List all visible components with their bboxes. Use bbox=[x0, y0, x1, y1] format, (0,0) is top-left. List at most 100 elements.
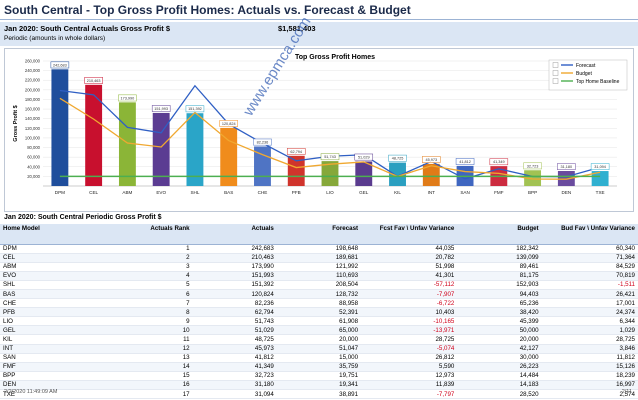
table-cell: 2 bbox=[108, 253, 193, 263]
table-cell: 20,000 bbox=[276, 334, 362, 345]
x-tick-label: DPM bbox=[55, 190, 65, 195]
column-header: Actuals bbox=[192, 224, 277, 245]
table-cell: 84,529 bbox=[541, 262, 638, 272]
table-row: INT 12 45,973 51,047 -5,074 42,127 3,846 bbox=[0, 344, 638, 354]
table-cell: 121,992 bbox=[276, 262, 362, 272]
table-cell: 48,725 bbox=[192, 334, 277, 345]
table-cell: 65,000 bbox=[276, 325, 362, 336]
column-header: Actuals Rank bbox=[108, 224, 193, 245]
data-label: 62,794 bbox=[290, 150, 302, 154]
table-cell: 44,035 bbox=[361, 244, 458, 254]
table-cell: 3,846 bbox=[541, 344, 638, 354]
y-tick-label: 80,000 bbox=[27, 145, 40, 150]
data-label: 82,236 bbox=[257, 140, 269, 144]
table-cell: 42,127 bbox=[457, 344, 542, 354]
data-label: 151,392 bbox=[188, 107, 202, 111]
table-row: CEL 2 210,463 189,681 20,782 139,099 71,364 bbox=[0, 253, 638, 263]
x-tick-label: LIO bbox=[326, 190, 334, 195]
legend-entry: Top Home Baseline bbox=[576, 79, 620, 85]
column-header: Home Model bbox=[0, 224, 109, 245]
table-cell: 65,236 bbox=[457, 298, 542, 309]
table-cell: 18,239 bbox=[541, 371, 638, 381]
table-cell: 173,990 bbox=[192, 262, 277, 272]
data-label-box bbox=[489, 158, 509, 166]
table-row: EVO 4 151,993 110,693 41,301 81,175 70,819 bbox=[0, 271, 638, 281]
table-cell: 152,903 bbox=[457, 280, 542, 290]
table-cell: 60,340 bbox=[541, 244, 638, 254]
y-tick-label: 40,000 bbox=[27, 164, 40, 169]
gross-profit-table: Home Model Actuals Rank Actuals Forecast Fcs… bbox=[0, 224, 638, 400]
table-cell: 35,759 bbox=[276, 362, 362, 372]
x-tick-label: DEN bbox=[562, 190, 572, 195]
data-label-box bbox=[151, 105, 171, 112]
column-header: Budget bbox=[457, 224, 542, 245]
data-label: 45,973 bbox=[425, 158, 437, 162]
table-cell: -5,074 bbox=[361, 344, 458, 354]
table-cell: -57,112 bbox=[361, 280, 458, 290]
data-label: 31,094 bbox=[594, 165, 606, 169]
table-cell: 5,590 bbox=[361, 362, 458, 372]
bar bbox=[524, 170, 542, 186]
table-cell: 51,743 bbox=[192, 316, 277, 327]
table-cell: 52,391 bbox=[276, 307, 362, 318]
table-cell: 208,504 bbox=[276, 280, 362, 290]
table-cell: 24,374 bbox=[541, 307, 638, 318]
table-cell: 81,175 bbox=[457, 271, 542, 281]
x-tick-label: GEL bbox=[359, 190, 369, 195]
table-row: CHE 7 82,236 88,958 -6,722 65,236 17,001 bbox=[0, 298, 638, 309]
table-cell: 28,520 bbox=[457, 389, 542, 400]
data-label-box bbox=[455, 158, 475, 165]
bar bbox=[186, 113, 204, 186]
table-cell: 30,000 bbox=[457, 353, 542, 363]
table-cell: 19,751 bbox=[276, 371, 362, 381]
data-label: 151,993 bbox=[154, 107, 168, 111]
table-cell: 19,341 bbox=[276, 380, 362, 391]
table-cell: 41,349 bbox=[192, 362, 277, 372]
legend-checkbox bbox=[552, 62, 559, 68]
table-cell: 41,812 bbox=[192, 353, 277, 363]
legend-checkbox bbox=[552, 78, 559, 84]
table-cell: -13,971 bbox=[361, 325, 458, 336]
x-tick-label: PFB bbox=[292, 190, 301, 195]
gross-profit-chart: Top Gross Profit Homes 20,000 40,000 60,000… bbox=[4, 48, 634, 212]
x-tick-label: ABM bbox=[122, 190, 132, 195]
data-label-box bbox=[286, 148, 306, 155]
table-row: LIO 9 51,743 61,908 -10,165 45,399 6,344 bbox=[0, 316, 638, 327]
footer-timestamp: 2/2/2020 11:49:09 AM bbox=[4, 389, 58, 395]
data-label: 41,812 bbox=[459, 160, 471, 164]
column-header: Forecast bbox=[276, 224, 362, 245]
x-tick-label: EVO bbox=[156, 190, 166, 195]
table-cell: LIO bbox=[0, 316, 109, 327]
data-label-box bbox=[84, 77, 103, 84]
y-axis-label: Gross Profit $ bbox=[13, 105, 19, 141]
table-cell: 15 bbox=[108, 371, 193, 381]
column-header: Fcst Fav \ Unfav Variance bbox=[361, 224, 458, 245]
table-cell: 110,693 bbox=[276, 271, 362, 281]
table-row: BAS 6 120,824 128,732 -7,907 94,403 26,421 bbox=[0, 289, 638, 300]
table-cell: 51,029 bbox=[192, 325, 277, 336]
table-cell: 4 bbox=[108, 271, 193, 281]
table-cell: 10,403 bbox=[361, 307, 458, 318]
data-label-box bbox=[388, 154, 407, 162]
x-tick-label: CEL bbox=[89, 190, 98, 195]
data-label: 48,725 bbox=[392, 157, 404, 161]
chart-title: Top Gross Profit Homes bbox=[295, 54, 375, 61]
table-cell: 51,998 bbox=[361, 262, 458, 272]
x-tick-label: INT bbox=[428, 190, 436, 195]
table-cell: 26,812 bbox=[361, 353, 458, 363]
table-cell: FMF bbox=[0, 362, 109, 372]
column-header: Bud Fav \ Unfav Variance bbox=[541, 224, 638, 245]
y-tick-label: 200,000 bbox=[25, 87, 41, 92]
data-label: 173,990 bbox=[121, 96, 135, 100]
table-cell: 41,301 bbox=[361, 271, 458, 281]
data-label-box bbox=[253, 138, 272, 146]
table-cell: 13 bbox=[108, 353, 193, 363]
x-tick-label: SAN bbox=[460, 190, 469, 195]
y-tick-label: 60,000 bbox=[27, 155, 40, 160]
data-label-box bbox=[557, 163, 576, 170]
table-cell: 12 bbox=[108, 344, 193, 354]
bar bbox=[51, 69, 69, 186]
table-cell: 189,681 bbox=[276, 253, 362, 263]
table-cell: 5 bbox=[108, 280, 193, 290]
table-cell: CHE bbox=[0, 298, 109, 309]
